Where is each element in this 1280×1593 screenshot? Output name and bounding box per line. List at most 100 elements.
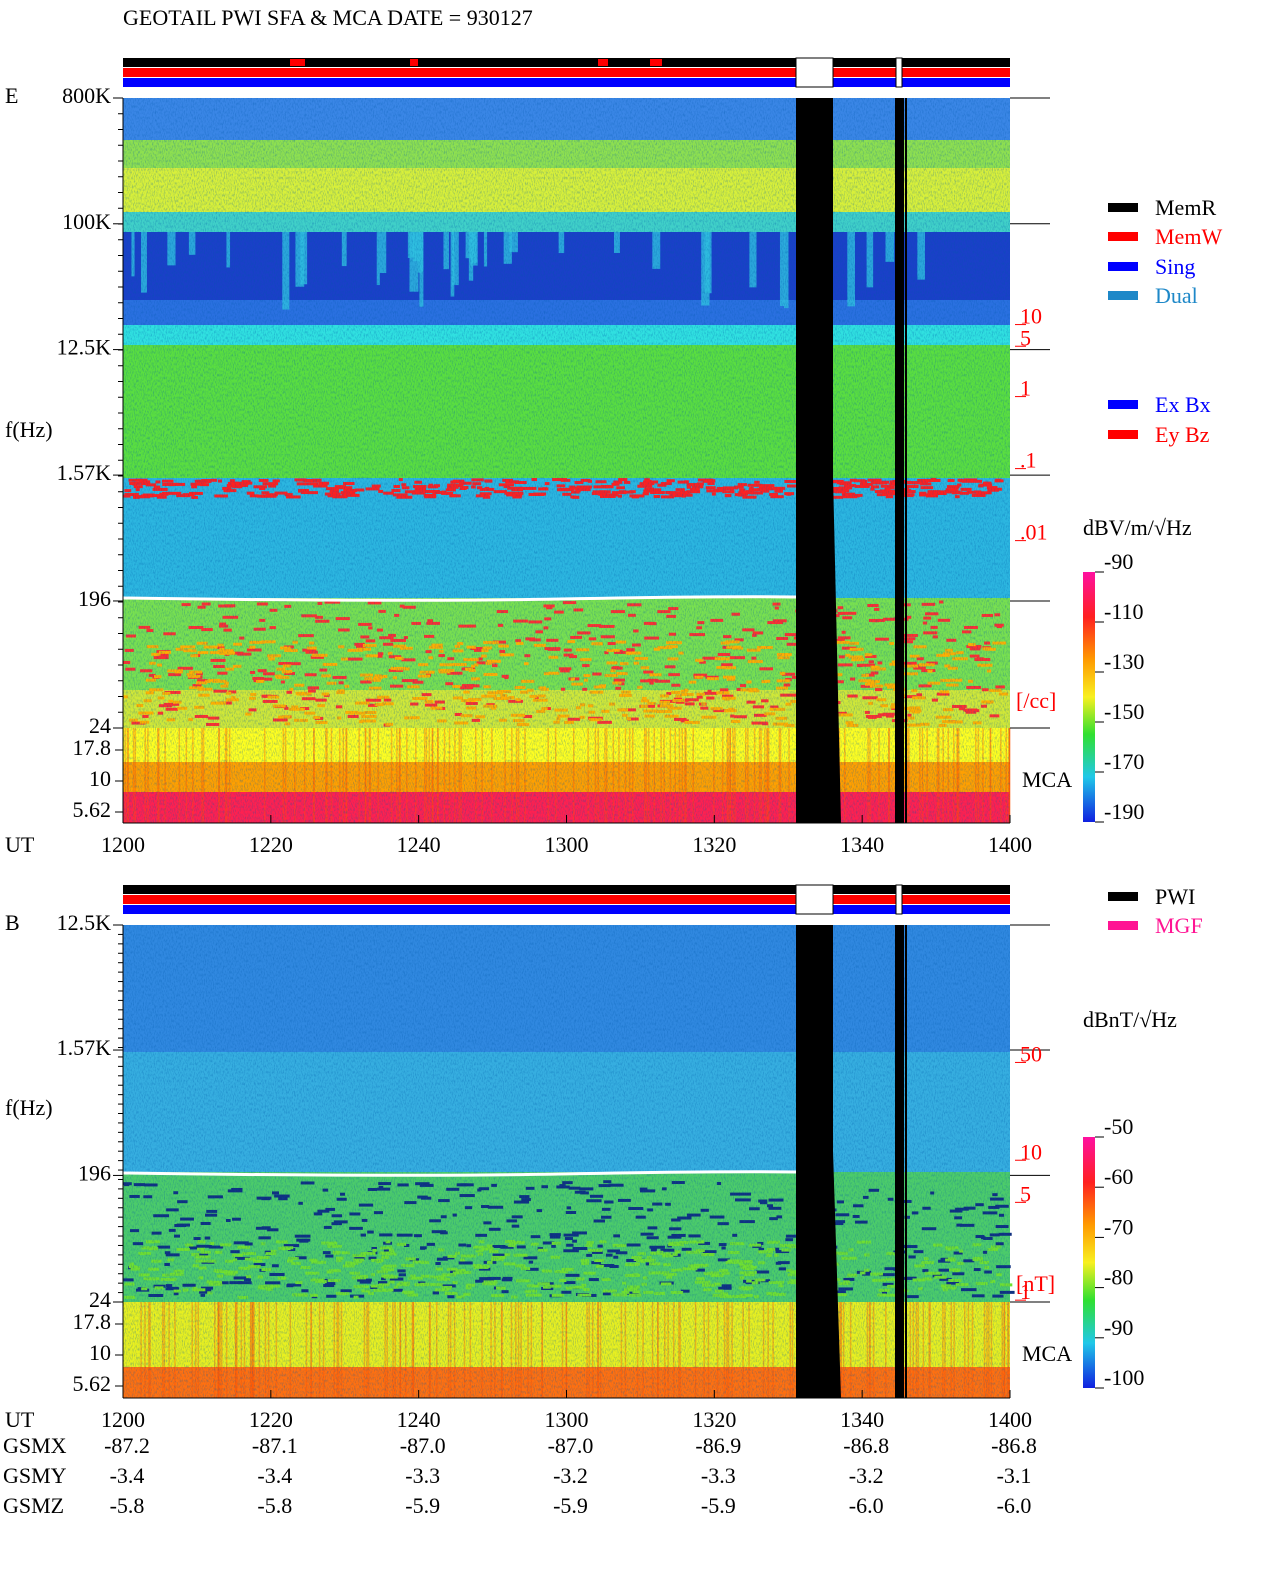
orbit-value: -5.9: [405, 1493, 440, 1518]
x-axis-label: UT: [5, 1407, 35, 1432]
legend-label: MemW: [1155, 224, 1222, 249]
y2-axis-label: [nT]: [1016, 1271, 1055, 1296]
colorbar-tick-label: -70: [1104, 1214, 1133, 1239]
status-gap: [895, 57, 903, 88]
orbit-value: -86.8: [843, 1433, 889, 1458]
orbit-value: -3.3: [701, 1463, 736, 1488]
colorbar: [1083, 1137, 1095, 1388]
colorbar-tick-label: -60: [1104, 1164, 1133, 1189]
mca-tick-label: 5.62: [73, 797, 112, 822]
orbit-row-label: GSMY: [3, 1463, 67, 1488]
y2-tick-label: .01: [1020, 520, 1048, 545]
orbit-value: -5.9: [553, 1493, 588, 1518]
y-tick-label: 12.5K: [57, 910, 112, 935]
orbit-value: -3.2: [553, 1463, 588, 1488]
x-tick-label: 1200: [101, 832, 145, 857]
page-title: GEOTAIL PWI SFA & MCA DATE = 930127: [123, 5, 533, 30]
mca-label: MCA: [1022, 767, 1072, 792]
status-bar: [123, 895, 1010, 904]
data-gap: [895, 925, 904, 1398]
legend-label: Dual: [1155, 283, 1198, 308]
y-tick-label: 12.5K: [57, 335, 112, 360]
y-tick-label: 800K: [62, 83, 111, 108]
y-tick-label: 196: [78, 586, 111, 611]
colorbar-tick-label: -50: [1104, 1114, 1133, 1139]
orbit-value: -3.4: [110, 1463, 145, 1488]
x-tick-label: 1220: [249, 1407, 293, 1432]
data-gap: [905, 925, 907, 1398]
colorbar-tick-label: -80: [1104, 1265, 1133, 1290]
orbit-value: -6.0: [849, 1493, 884, 1518]
colorbar-tick-label: -110: [1104, 599, 1144, 624]
colorbar-tick-label: -170: [1104, 749, 1144, 774]
orbit-value: -86.8: [991, 1433, 1037, 1458]
data-gap: [895, 98, 904, 823]
legend-swatch: [1108, 232, 1138, 241]
y2-tick-label: 10: [1020, 1139, 1042, 1164]
mca-tick-label: 10: [89, 1340, 111, 1365]
y-tick-label: 100K: [62, 209, 111, 234]
mca-tick-label: 17.8: [73, 735, 112, 760]
orbit-value: -87.1: [252, 1433, 298, 1458]
orbit-value: -3.3: [405, 1463, 440, 1488]
legend-swatch: [1108, 203, 1138, 212]
status-gap: [795, 57, 834, 88]
status-bar: [123, 68, 1010, 77]
colorbar-label: dBnT/√Hz: [1083, 1007, 1177, 1032]
orbit-value: -3.2: [849, 1463, 884, 1488]
mca-tick-label: 17.8: [73, 1309, 112, 1334]
legend-label: MemR: [1155, 195, 1216, 220]
orbit-value: -87.0: [400, 1433, 446, 1458]
x-tick-label: 1320: [692, 832, 736, 857]
mca-tick-label: 10: [89, 766, 111, 791]
y-axis-label: f(Hz): [5, 417, 53, 442]
status-gap: [895, 884, 903, 915]
y-axis-label: f(Hz): [5, 1095, 53, 1120]
y-tick-label: 1.57K: [57, 460, 112, 485]
legend-swatch: [1108, 291, 1138, 300]
orbit-value: -87.0: [548, 1433, 594, 1458]
status-mark: [290, 59, 305, 66]
y2-tick-label: 50: [1020, 1041, 1042, 1066]
x-tick-label: 1340: [840, 1407, 884, 1432]
status-bar: [123, 905, 1010, 914]
x-tick-label: 1240: [397, 832, 441, 857]
cyclotron-line: [122, 1170, 797, 1177]
y2-tick-label: 1: [1020, 376, 1031, 401]
legend-swatch: [1108, 400, 1138, 409]
status-mark: [598, 59, 608, 66]
y-tick-label: 196: [78, 1160, 111, 1185]
colorbar-tick-label: -100: [1104, 1365, 1144, 1390]
colorbar: [1083, 572, 1095, 822]
status-mark: [650, 59, 662, 66]
status-bar: [123, 885, 1010, 894]
y-tick-label: 24: [89, 1287, 111, 1312]
mca-label: MCA: [1022, 1341, 1072, 1366]
y2-tick-label: 5: [1020, 1181, 1031, 1206]
orbit-row-label: GSMZ: [3, 1493, 64, 1518]
orbit-value: -5.8: [257, 1493, 292, 1518]
legend-label: PWI: [1155, 884, 1195, 909]
y2-tick-label: .1: [1020, 448, 1037, 473]
x-tick-label: 1340: [840, 832, 884, 857]
y-tick-label: 1.57K: [57, 1035, 112, 1060]
panel-label: E: [5, 83, 18, 108]
colorbar-tick-label: -90: [1104, 549, 1133, 574]
x-tick-label: 1240: [397, 1407, 441, 1432]
x-tick-label: 1320: [692, 1407, 736, 1432]
legend-swatch: [1108, 430, 1138, 439]
data-gap: [796, 98, 841, 823]
y2-tick-label: 10: [1020, 304, 1042, 329]
legend-label: Sing: [1155, 254, 1195, 279]
x-tick-label: 1300: [545, 1407, 589, 1432]
colorbar-tick-label: -150: [1104, 699, 1144, 724]
status-gap: [795, 884, 834, 915]
colorbar-tick-label: -190: [1104, 799, 1144, 824]
colorbar-tick-label: -90: [1104, 1315, 1133, 1340]
legend-swatch: [1108, 921, 1138, 930]
y2-axis-label: [/cc]: [1016, 688, 1056, 713]
x-tick-label: 1200: [101, 1407, 145, 1432]
legend-swatch: [1108, 262, 1138, 271]
x-tick-label: 1220: [249, 832, 293, 857]
